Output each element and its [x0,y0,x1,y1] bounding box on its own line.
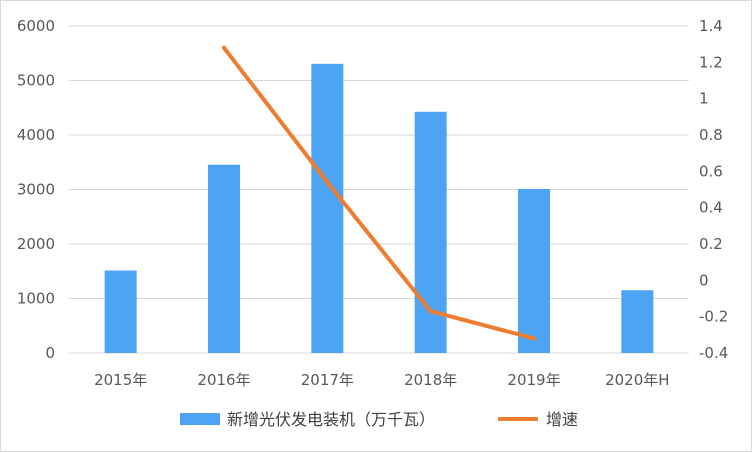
x-tick-label: 2015年 [94,371,147,389]
y-left-tick-label: 5000 [17,72,55,90]
y-right-tick-label: 1 [699,90,709,108]
legend-label-line: 增速 [546,410,578,429]
y-right-tick-label: 0 [699,271,709,289]
y-left-tick-label: 2000 [17,235,55,253]
y-right-tick-label: 0.4 [699,199,723,217]
growth-line [222,45,536,341]
y-right-tick-label: 0.6 [699,162,723,180]
bar [621,290,654,353]
y-left-tick-label: 1000 [17,290,55,308]
line-point [222,45,226,50]
bar [414,111,447,354]
legend-label-bar: 新增光伏发电装机（万千瓦） [227,410,435,429]
bar [311,63,344,354]
y-right-tick-label: 1.2 [699,53,723,71]
x-tick-label: 2018年 [404,371,457,389]
y-right-tick-label: 0.8 [699,126,723,144]
x-tick-label: 2017年 [301,371,354,389]
x-tick-label: 2019年 [507,371,560,389]
bar [208,164,240,353]
line-point [532,336,536,341]
y-left-tick-label: 4000 [17,126,55,144]
y-right-tick-label: -0.4 [699,344,728,362]
y-right-tick-label: -0.2 [699,308,728,326]
x-tick-label: 2020年H [605,371,669,389]
y-left-tick-label: 3000 [17,181,55,199]
line-point [428,309,433,314]
y-right-tick-label: 1.4 [699,17,723,35]
y-right-tick-label: 0.2 [699,235,723,253]
x-tick-label: 2016年 [197,371,250,389]
bar [104,270,137,353]
legend-swatch-bar [180,413,220,425]
bar [518,188,550,353]
line-point [325,180,330,185]
y-left-tick-label: 0 [45,344,55,362]
y-left-tick-label: 6000 [17,17,55,35]
